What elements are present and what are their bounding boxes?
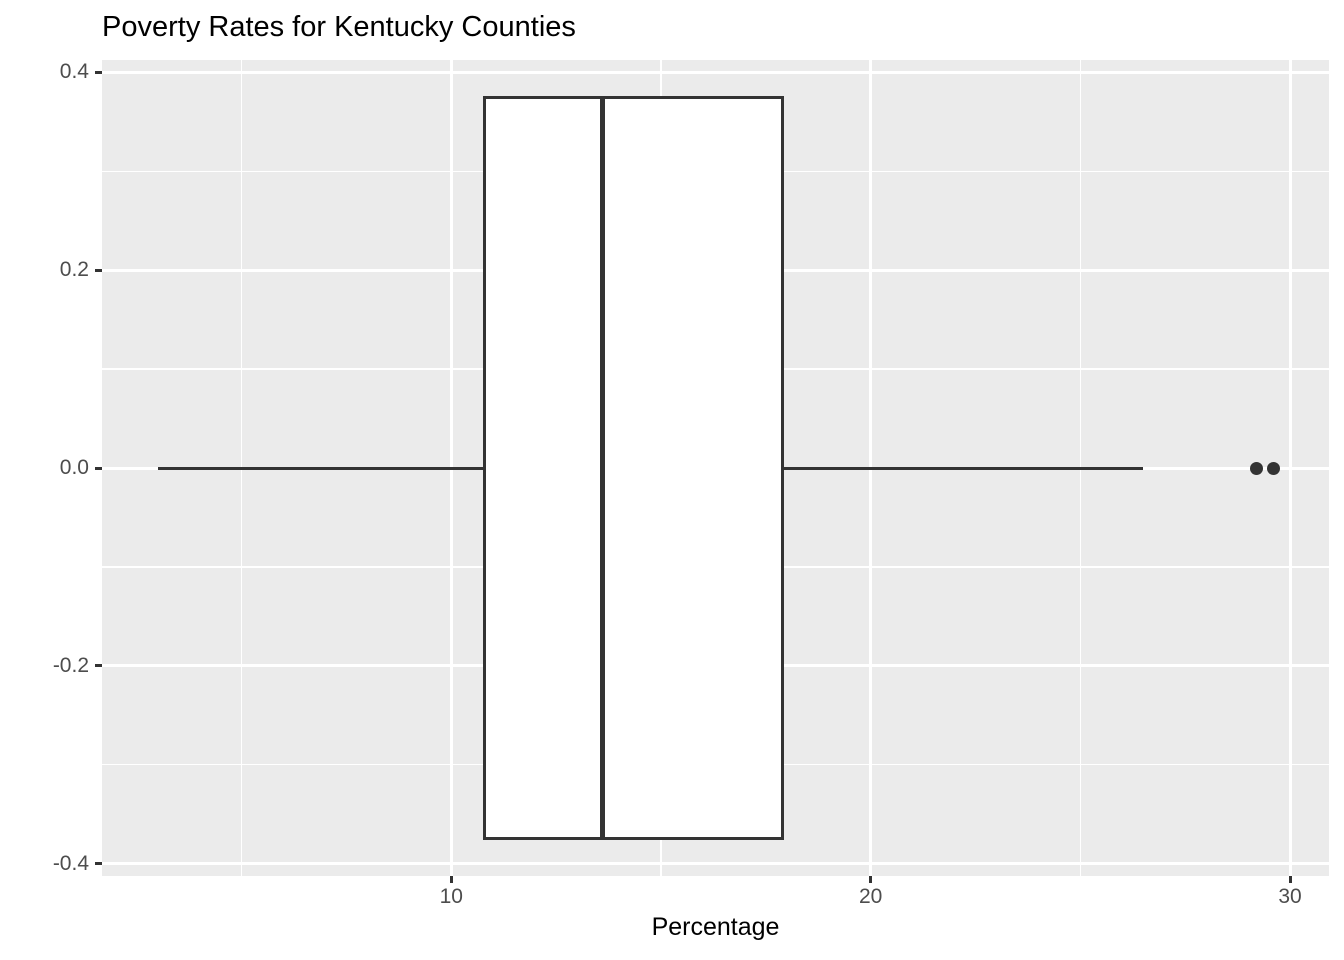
x-axis-tick-label: 10 [439,885,463,908]
y-axis-tick [95,466,102,470]
outlier-point [1266,461,1280,475]
median-line [599,97,605,839]
y-axis-tick-label: 0.0 [59,456,89,479]
upper-whisker-line [782,466,1144,470]
x-axis-tick [869,876,873,883]
x-axis-title: Percentage [651,913,780,941]
outlier-point [1249,461,1263,475]
chart-title: Poverty Rates for Kentucky Counties [102,11,576,43]
y-axis-tick [95,664,102,668]
x-axis-tick [449,876,453,883]
x-gridline-major [1288,60,1292,876]
y-axis-tick-label: -0.2 [52,653,89,677]
y-axis-tick-label: 0.4 [59,60,89,84]
x-axis-tick-label: 30 [1278,885,1302,908]
plot-panel [102,60,1329,876]
iqr-box [483,95,785,841]
y-axis-tick [95,70,102,74]
y-axis-tick [95,862,102,866]
y-axis-tick [95,268,102,272]
y-axis-tick-label: -0.4 [52,851,89,875]
y-axis-tick-label: 0.2 [59,258,89,282]
lower-whisker-line [157,466,485,470]
y-gridline-major [102,70,1329,74]
y-gridline-major [102,862,1329,866]
x-axis-tick [1288,876,1292,883]
x-axis-tick-label: 20 [858,885,883,908]
